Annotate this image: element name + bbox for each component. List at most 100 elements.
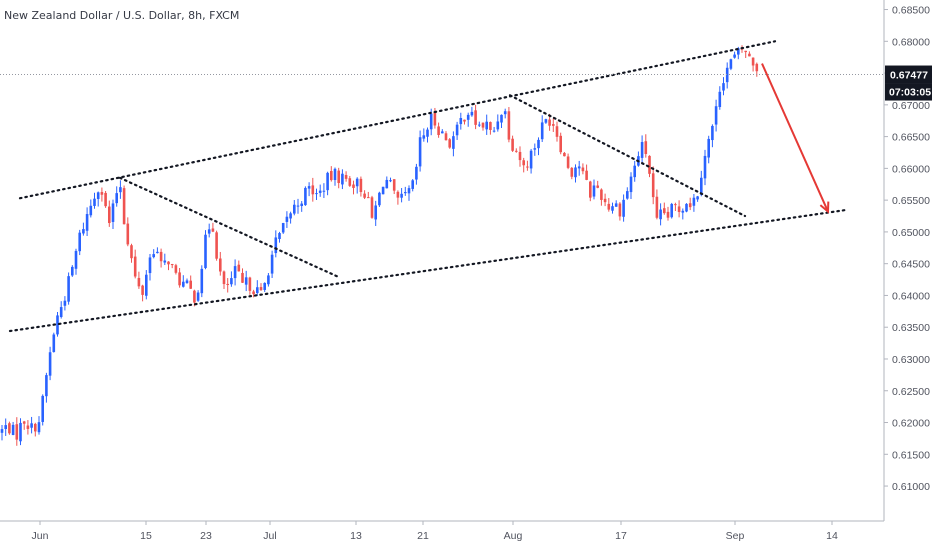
candle-body [596,185,599,188]
price-tick-label: 0.66500 [892,132,930,144]
candle-body [400,193,403,198]
candle-body [441,131,444,134]
candle-body [89,205,93,216]
candle-body [185,280,189,284]
channel-upper-trendline[interactable] [18,40,777,200]
candle-body [130,245,133,259]
candle-body [159,251,163,262]
candle-body [167,261,170,265]
price-tick-label: 0.62500 [892,386,930,398]
candle-body [193,290,196,303]
candle-body [677,206,681,212]
candle-body [489,122,492,130]
candle-body [681,210,685,213]
candle-body [655,196,659,218]
time-axis[interactable]: Jun 15 23 Jul 13 21 Aug 17 Sep 14 [0,520,884,542]
price-tick-label: 0.65500 [892,195,930,207]
candle-body [100,192,104,195]
candle-body [96,192,100,199]
trend-drawings[interactable] [8,40,850,333]
candle-body [592,185,596,197]
candle-body [622,199,625,217]
candle-body [648,155,651,174]
candle-body [296,205,300,207]
candle-body [470,111,474,116]
candle-body [189,280,192,289]
candle-body [722,83,725,91]
candle-body [170,264,174,266]
price-tick-label: 0.64000 [892,290,930,302]
candle-body [700,177,703,195]
candle-body [422,135,426,139]
candle-body [233,266,237,279]
candle-body [459,118,463,125]
candle-body [119,187,122,193]
candle-body [244,277,248,285]
candle-body [293,204,296,214]
candle-body [137,277,141,287]
descending-trendline-2[interactable] [508,94,747,218]
candle-body [585,170,588,180]
channel-lower-trendline[interactable] [8,208,850,333]
candle-body [344,175,348,179]
time-tick-label: 21 [417,530,429,542]
candle-body [322,190,326,192]
candle-body [163,260,167,263]
candle-body [148,257,152,274]
forecast-arrow-line[interactable] [761,63,829,212]
candle-body [152,254,155,258]
candle-body [78,232,81,252]
candle-body [452,136,455,149]
candle-body [411,180,414,189]
candle-body [529,150,533,169]
candle-body [248,277,252,291]
candle-body [381,186,385,195]
price-tick-label: 0.63000 [892,354,930,366]
candle-body [433,112,437,126]
candle-body [30,423,33,428]
candle-body [222,271,226,285]
candle-body [126,223,130,245]
candle-body [26,425,30,429]
candle-body [200,268,204,294]
time-tick-label: Sep [726,530,745,542]
candle-body [237,264,241,272]
candle-body [455,124,459,136]
candle-body [307,186,311,189]
symbol-title[interactable]: New Zealand Dollar / U.S. Dollar, 8h, FX… [4,9,240,22]
candle-body [670,203,673,218]
candle-body [478,124,481,126]
price-tick-label: 0.63500 [892,322,930,334]
candle-body [548,119,551,126]
descending-trendline-1[interactable] [118,176,342,279]
candle-body [563,152,566,157]
candle-body [219,258,222,272]
price-tick-label: 0.65000 [892,227,930,239]
candle-body [629,176,633,193]
candle-body [85,214,89,231]
candle-body [385,179,389,189]
candle-body [589,181,592,198]
candle-body [270,254,274,274]
candle-body [559,135,562,153]
bar-countdown: 07:03:05 [889,87,931,99]
candle-body [696,196,699,200]
candle-body [230,278,233,285]
candle-body [581,167,585,172]
candle-body [566,156,570,168]
candle-body [145,274,148,296]
candle-body [352,184,355,188]
forecast-arrow-head[interactable] [819,201,830,214]
candle-body [448,139,451,148]
candle-body [663,208,666,214]
last-price-value: 0.67477 [890,70,928,82]
candle-body [93,198,96,206]
time-tick-label: Aug [504,530,523,542]
price-axis[interactable]: 0.685000.680000.675000.670000.665000.660… [883,0,930,521]
candle-body [215,232,218,259]
candle-body [111,203,115,222]
candle-body [281,223,285,233]
candle-body [515,150,518,152]
